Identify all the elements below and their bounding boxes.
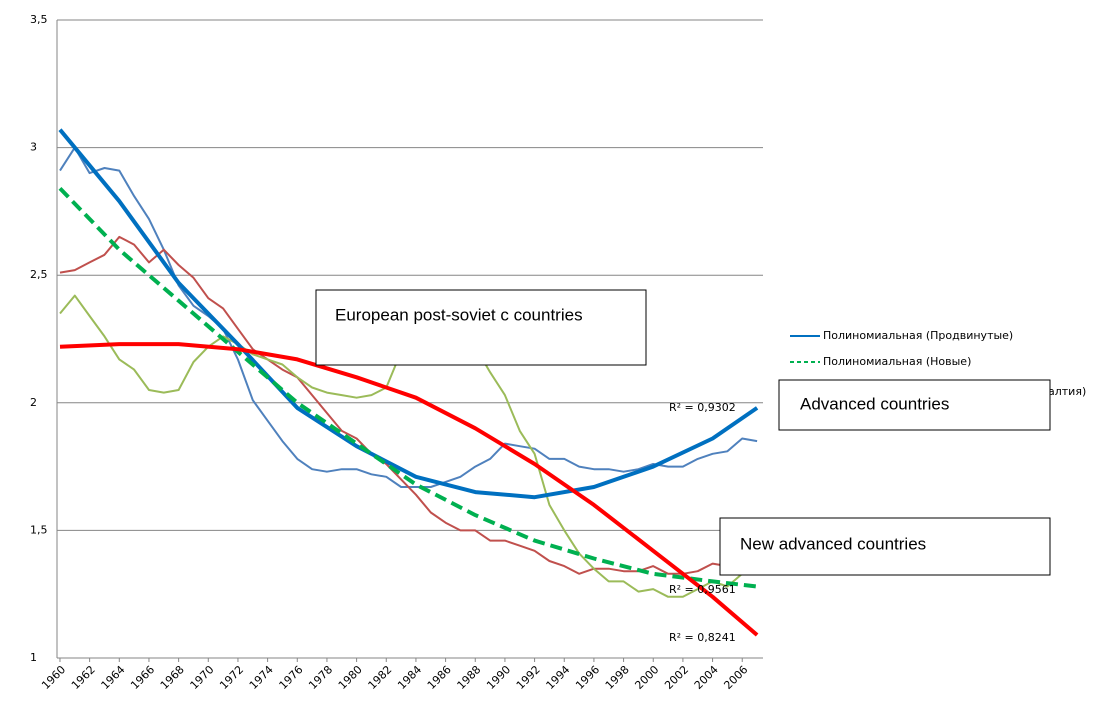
- x-tick-label: 1996: [573, 663, 602, 692]
- x-tick-label: 2006: [721, 663, 750, 692]
- x-tick-label: 1986: [425, 663, 454, 692]
- y-tick-label: 2,5: [30, 268, 48, 281]
- x-tick-label: 1992: [514, 663, 543, 692]
- x-tick-label: 2004: [692, 663, 721, 692]
- series-line: [58, 128, 759, 500]
- y-tick-label: 1,5: [30, 523, 48, 536]
- x-tick-label: 1994: [544, 663, 573, 692]
- x-tick-label: 1982: [366, 663, 395, 692]
- text-box: [778, 379, 1051, 431]
- y-tick-label: 3,5: [30, 13, 48, 26]
- x-tick-label: 1974: [247, 663, 276, 692]
- x-tick-label: 1980: [336, 663, 365, 692]
- x-tick-label: 1984: [395, 663, 424, 692]
- legend-fragment: алтия): [1048, 385, 1086, 398]
- r-squared-label: R² = 0,9561: [669, 583, 736, 596]
- x-tick-label: 1968: [158, 663, 187, 692]
- text-box-label: Advanced countries: [800, 394, 949, 413]
- x-tick-label: 1962: [69, 663, 98, 692]
- x-tick-label: 1990: [484, 663, 513, 692]
- text-box-label: European post-soviet c countries: [335, 305, 583, 324]
- x-tick-label: 1960: [39, 663, 68, 692]
- text-box: [719, 517, 1051, 576]
- x-tick-label: 1970: [188, 663, 217, 692]
- x-tick-label: 1998: [603, 663, 632, 692]
- r-squared-label: R² = 0,8241: [669, 631, 736, 644]
- series-line: [59, 342, 759, 637]
- x-tick-label: 1988: [455, 663, 484, 692]
- x-tick-label: 1964: [99, 663, 128, 692]
- legend-label: Полиномиальная (Продвинутые): [823, 329, 1013, 342]
- text-box-label: New advanced countries: [740, 534, 926, 553]
- y-tick-label: 3: [30, 141, 37, 154]
- x-tick-label: 1976: [277, 663, 306, 692]
- x-tick-label: 2000: [632, 663, 661, 692]
- r-squared-label: R² = 0,9302: [669, 401, 736, 414]
- x-tick-label: 1972: [217, 663, 246, 692]
- y-tick-label: 1: [30, 651, 37, 664]
- legend-label: Полиномиальная (Новые): [823, 355, 971, 368]
- series-line: [58, 187, 758, 589]
- text-box: [315, 289, 647, 366]
- x-tick-label: 1978: [306, 663, 335, 692]
- y-tick-label: 2: [30, 396, 37, 409]
- x-tick-label: 1966: [128, 663, 157, 692]
- x-tick-label: 2002: [662, 663, 691, 692]
